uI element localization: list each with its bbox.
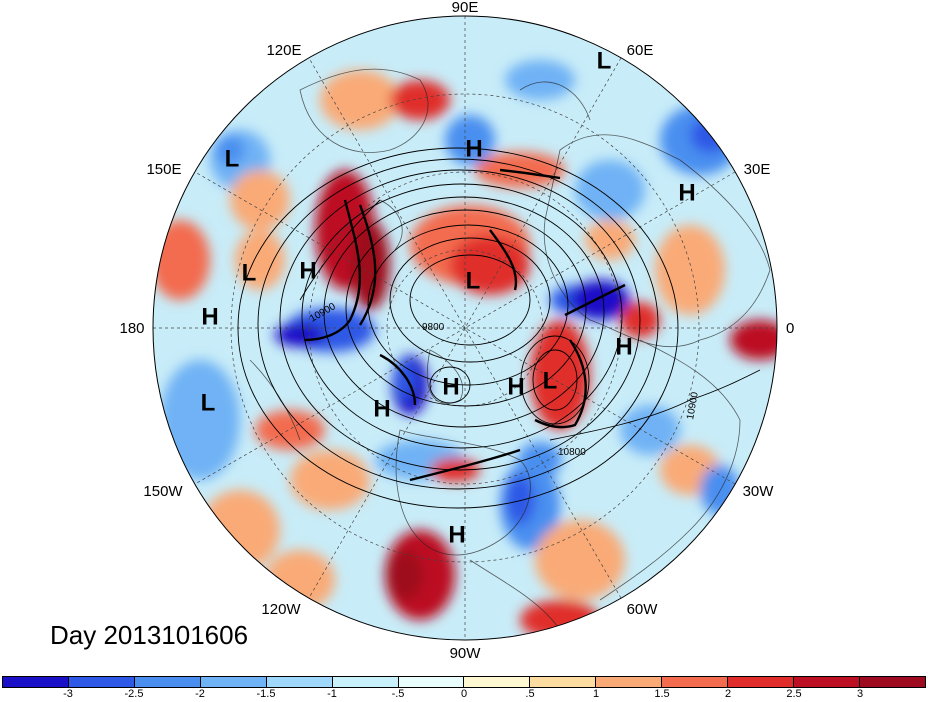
colorbar-swatch — [134, 677, 201, 687]
anomaly-patch — [518, 442, 562, 478]
colorbar-swatch — [728, 677, 795, 687]
colorbar-tick-label: 0 — [460, 688, 468, 700]
contour-label: 10900 — [685, 391, 701, 421]
anomaly-patch — [535, 520, 625, 600]
colorbar-swatch — [68, 677, 135, 687]
anomaly-patch — [160, 360, 240, 480]
contour-label: 9800 — [422, 322, 445, 333]
colorbar-tick-label: -2 — [195, 688, 205, 700]
land-outlines — [249, 68, 771, 631]
colorbar-swatch — [200, 677, 267, 687]
colorbar-tick-label: 2 — [724, 688, 732, 700]
lon-label-30w: 30W — [743, 483, 775, 500]
lon-label-120e: 120E — [266, 42, 301, 59]
anomaly-patch — [390, 80, 450, 120]
low-pressure-label: L — [242, 259, 257, 286]
anomaly-patch — [575, 160, 645, 220]
anomaly-patch — [620, 405, 680, 455]
colorbar-tick-labels: -3 -2.5 -2 -1.5 -1 -.5 0 .5 1 1.5 2 2.5 3 — [2, 688, 926, 702]
lon-label-60w: 60W — [627, 601, 659, 618]
low-pressure-label: L — [466, 267, 481, 294]
low-pressure-label: L — [597, 47, 612, 74]
polar-map: 90E 60E 30E 0 30W 60W 90W 120W 150W 180 … — [119, 0, 794, 662]
lon-label-120w: 120W — [261, 601, 301, 618]
anomaly-patch — [655, 225, 725, 315]
high-pressure-label: H — [299, 257, 316, 284]
high-pressure-label: H — [442, 373, 459, 400]
colorbar-swatch — [530, 677, 597, 687]
lon-label-150w: 150W — [143, 483, 183, 500]
anomaly-patch — [275, 323, 325, 347]
low-pressure-label: L — [225, 145, 240, 172]
anomaly-patch — [215, 135, 245, 165]
anomaly-patch — [153, 220, 210, 300]
anomaly-patch — [730, 320, 777, 360]
lon-label-150e: 150E — [146, 161, 181, 178]
colorbar-swatch — [464, 677, 531, 687]
colorbar-tick-label: -1 — [327, 688, 337, 700]
anomaly-patch — [255, 410, 325, 450]
colorbar-tick-label: -1.5 — [256, 688, 276, 700]
thick-contours — [304, 168, 626, 482]
lon-label-0: 0 — [786, 320, 794, 337]
anomaly-patch — [387, 550, 423, 600]
colorbar-swatch — [794, 677, 860, 687]
colorbar-swatch — [596, 677, 663, 687]
high-pressure-label: H — [678, 179, 695, 206]
colorbar-tick-label: 1 — [592, 688, 600, 700]
lon-label-60e: 60E — [627, 42, 654, 59]
lon-label-30e: 30E — [744, 161, 771, 178]
lon-label-90w: 90W — [450, 645, 482, 662]
high-pressure-label: H — [448, 521, 465, 548]
anomaly-patch — [450, 235, 530, 295]
colorbar-tick-label: 3 — [856, 688, 864, 700]
longitude-labels: 90E 60E 30E 0 30W 60W 90W 120W 150W 180 … — [119, 0, 794, 662]
low-pressure-label: L — [201, 389, 216, 416]
anomaly-patch — [230, 170, 290, 230]
anomaly-patch — [520, 600, 600, 640]
colorbar-tick-label: 1.5 — [654, 688, 670, 700]
colorbar-swatch — [3, 677, 69, 687]
colorbar-tick-label: 2.5 — [786, 688, 802, 700]
anomaly-patch — [445, 115, 495, 165]
anomaly-patch — [475, 152, 565, 188]
map-boundary — [152, 15, 778, 641]
colorbar-tick-label: .5 — [525, 688, 535, 700]
colorbar-tick-label: -.5 — [391, 688, 405, 700]
high-pressure-label: H — [615, 333, 632, 360]
colorbar-swatch — [332, 677, 399, 687]
anomaly-patch — [290, 450, 370, 510]
low-pressure-label: L — [543, 367, 558, 394]
height-contours — [237, 147, 761, 509]
lon-label-90e: 90E — [452, 0, 479, 16]
colorbar-swatch — [662, 677, 729, 687]
contour-label: 10800 — [558, 447, 586, 458]
anomaly-patch — [320, 70, 400, 130]
high-pressure-label: H — [373, 395, 390, 422]
anomaly-patch — [505, 475, 535, 525]
colorbar-swatch — [266, 677, 333, 687]
colorbar — [2, 676, 926, 688]
colorbar-tick-label: -3 — [63, 688, 73, 700]
high-pressure-label: H — [201, 303, 218, 330]
lon-label-180: 180 — [119, 320, 144, 337]
date-label: Day 2013101606 — [50, 620, 249, 650]
anomaly-patch — [505, 60, 575, 100]
high-pressure-label: H — [465, 135, 482, 162]
colorbar-swatch — [398, 677, 465, 687]
anomaly-patch — [395, 360, 415, 400]
anomaly-patch — [200, 490, 280, 570]
colorbar-tick-label: -2.5 — [124, 688, 144, 700]
colorbar-swatch — [859, 677, 925, 687]
high-pressure-label: H — [507, 373, 524, 400]
